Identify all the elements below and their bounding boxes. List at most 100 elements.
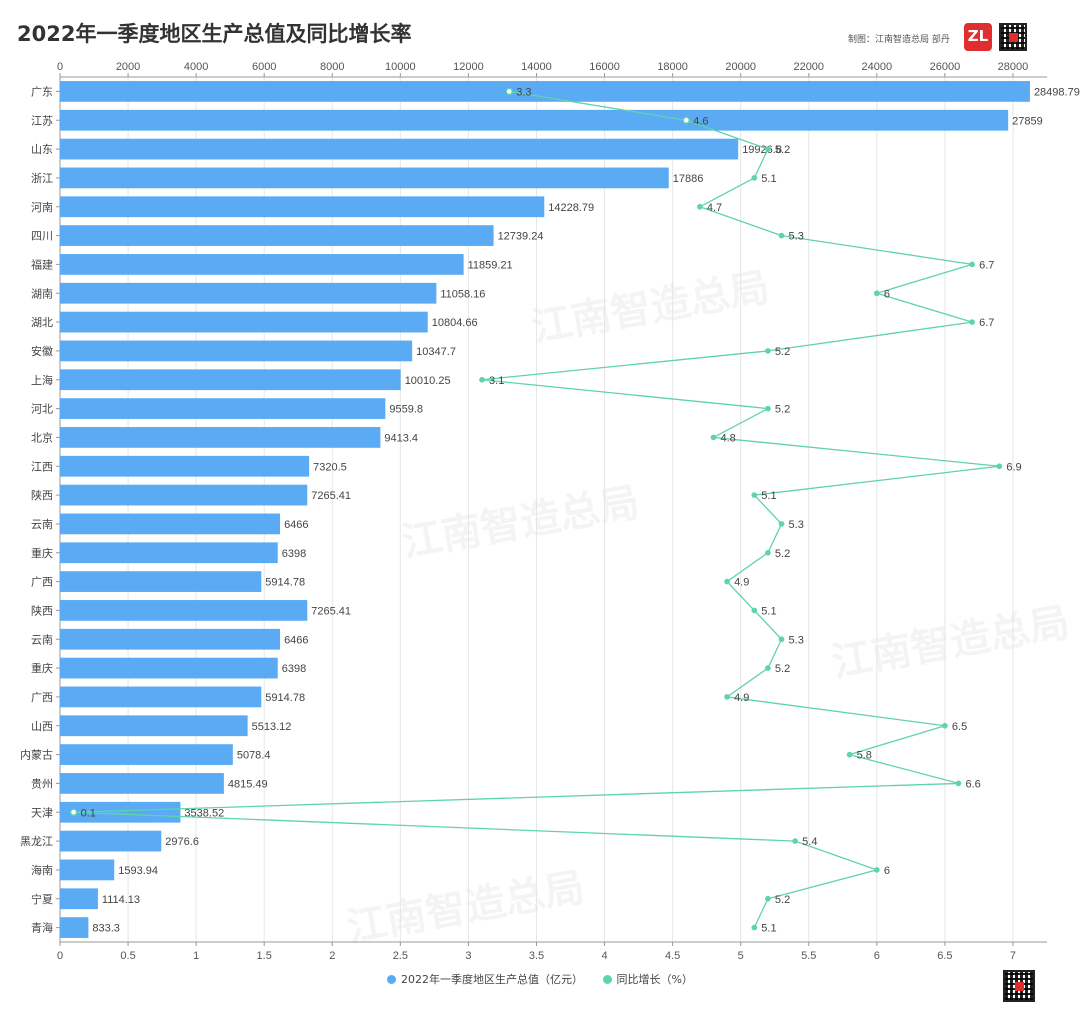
growth-value-label: 5.2 [775, 663, 790, 675]
category-label: 重庆 [31, 661, 53, 675]
growth-value-label: 5.3 [789, 231, 804, 243]
category-label: 江西 [31, 460, 53, 473]
bottom-axis-tick-label: 4 [601, 950, 607, 962]
gdp-bar [60, 254, 464, 275]
growth-point [724, 694, 730, 700]
growth-value-label: 4.6 [693, 115, 708, 127]
growth-value-label: 6 [884, 865, 890, 877]
growth-value-label: 4.9 [734, 577, 749, 589]
legend-item-gdp[interactable]: 2022年一季度地区生产总值（亿元） [387, 971, 583, 987]
gdp-bar [60, 282, 437, 304]
growth-point [955, 780, 962, 787]
bottom-axis-tick-label: 7 [1010, 950, 1016, 962]
bottom-axis-tick-label: 0.5 [120, 950, 135, 962]
category-label: 山东 [31, 143, 53, 156]
top-axis-tick-label: 4000 [184, 61, 208, 73]
top-axis-tick-label: 14000 [521, 61, 552, 73]
top-axis-tick-label: 18000 [657, 61, 688, 73]
growth-value-label: 5.1 [761, 490, 776, 502]
growth-value-label: 5.2 [775, 144, 790, 156]
gdp-bar [60, 138, 739, 160]
category-label: 陕西 [31, 488, 53, 502]
category-label: 福建 [31, 257, 53, 271]
legend-item-growth[interactable]: 同比增长（%） [602, 971, 693, 987]
growth-value-label: 6.9 [1006, 461, 1021, 473]
growth-point [765, 549, 771, 556]
category-label: 云南 [31, 633, 53, 646]
growth-value-label: 6.5 [952, 721, 967, 733]
bottom-axis-tick-label: 2 [329, 950, 335, 962]
category-label: 安徽 [31, 344, 53, 358]
category-label: 内蒙古 [20, 748, 53, 762]
growth-point [751, 607, 758, 614]
gdp-bar [60, 109, 1009, 131]
qr-code-icon [999, 23, 1027, 51]
bottom-axis-tick-label: 6.5 [937, 950, 952, 962]
growth-value-label: 3.3 [516, 86, 531, 98]
category-label: 重庆 [31, 546, 53, 560]
growth-value-label: 5.3 [789, 519, 804, 531]
top-axis-tick-label: 2000 [116, 61, 140, 73]
gdp-value-label: 12739.24 [498, 231, 544, 243]
growth-value-label: 5.1 [761, 923, 776, 935]
gdp-bar [60, 513, 281, 535]
growth-point [696, 203, 703, 210]
growth-point [765, 146, 771, 152]
growth-point [751, 924, 758, 931]
gdp-value-label: 10010.25 [405, 375, 451, 387]
growth-value-label: 6.6 [966, 778, 981, 790]
gdp-bar [60, 340, 413, 362]
gdp-value-label: 7320.5 [313, 461, 347, 473]
gdp-value-label: 6466 [284, 519, 308, 531]
gdp-value-label: 28498.79 [1034, 86, 1080, 98]
growth-point [942, 722, 948, 729]
gdp-bar [60, 628, 281, 650]
top-axis-tick-label: 8000 [320, 61, 344, 73]
growth-point [765, 348, 771, 354]
gdp-value-label: 4815.49 [228, 778, 268, 790]
growth-value-label: 5.2 [775, 346, 790, 358]
gdp-bar [60, 81, 1030, 102]
category-label: 青海 [31, 921, 53, 935]
gdp-value-label: 1114.13 [102, 894, 140, 906]
category-label: 广西 [31, 576, 53, 589]
growth-point [778, 636, 785, 643]
growth-value-label: 6.7 [979, 259, 994, 271]
bottom-axis-tick-label: 4.5 [665, 950, 680, 962]
category-label: 广西 [31, 691, 53, 704]
qr-code-icon [1003, 970, 1035, 1002]
gdp-value-label: 3538.52 [184, 807, 224, 819]
growth-line [73, 90, 1000, 928]
growth-point [969, 319, 975, 325]
gdp-value-label: 1593.94 [118, 865, 158, 877]
gdp-bar [60, 571, 262, 592]
growth-point [969, 261, 975, 268]
gdp-bar [60, 427, 381, 448]
bottom-axis-tick-label: 3 [465, 950, 471, 962]
gdp-growth-chart: 0 2000 4000 6000 8000 10000 12000 14000 16000 180… [20, 61, 1080, 962]
category-label: 陕西 [31, 603, 53, 617]
growth-point [682, 116, 690, 124]
gdp-value-label: 5513.12 [252, 721, 292, 733]
category-label: 四川 [31, 231, 53, 243]
gdp-value-label: 10804.66 [432, 317, 478, 329]
growth-point [479, 376, 485, 383]
growth-point [69, 808, 78, 816]
category-label: 河北 [31, 403, 53, 416]
gdp-value-label: 5078.4 [237, 750, 271, 762]
growth-point [751, 175, 758, 181]
legend-gdp-dot [387, 975, 397, 984]
gdp-bar [60, 369, 401, 391]
category-label: 山西 [31, 720, 53, 733]
growth-point [846, 751, 853, 758]
growth-point [710, 434, 717, 441]
gdp-bar [60, 657, 278, 679]
gdp-bar [60, 600, 308, 621]
gdp-bar [60, 455, 310, 477]
growth-point [751, 492, 758, 498]
category-label: 上海 [31, 373, 53, 387]
growth-value-label: 5.1 [761, 605, 776, 617]
growth-value-label: 4.8 [720, 432, 735, 444]
gdp-value-label: 10347.7 [416, 346, 456, 358]
top-axis-tick-label: 10000 [385, 61, 416, 73]
